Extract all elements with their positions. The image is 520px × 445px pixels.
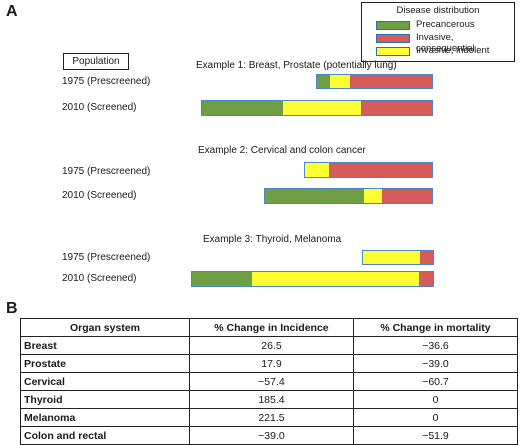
mortality-cell: 0	[352, 390, 519, 409]
table-row: Thyroid 185.4 0	[20, 390, 519, 409]
header-incidence: % Change in Incidence	[188, 318, 354, 337]
example-1-row-2010-label: 2010 (Screened)	[62, 102, 137, 113]
example-2-row-1975-label: 1975 (Prescreened)	[62, 166, 151, 177]
example-2-bar-2010	[264, 188, 433, 204]
example-1-bar-1975	[316, 74, 433, 89]
example-2-title: Example 2: Cervical and colon cancer	[198, 145, 366, 156]
mortality-cell: −60.7	[352, 372, 519, 391]
bar-segment-consequential	[381, 189, 432, 203]
incidence-cell: 185.4	[188, 390, 354, 409]
example-1-bar-2010	[201, 100, 433, 116]
example-2-bar-1975	[304, 162, 433, 178]
panel-a-letter: A	[6, 3, 18, 20]
example-2-row-2010-label: 2010 (Screened)	[62, 190, 137, 201]
incidence-cell: 17.9	[188, 354, 354, 373]
legend-swatch-indolent	[376, 47, 410, 56]
example-3-bar-1975	[362, 250, 434, 265]
table-header-row: Organ system % Change in Incidence % Cha…	[20, 318, 519, 337]
panel-b-letter: B	[6, 300, 18, 317]
bar-segment-precancerous	[265, 189, 364, 203]
bar-segment-precancerous	[317, 75, 330, 88]
legend-swatch-consequential	[376, 34, 410, 43]
table-row: Cervical −57.4 −60.7	[20, 372, 519, 391]
mortality-cell: −36.6	[352, 336, 519, 355]
bar-segment-precancerous	[192, 272, 253, 286]
incidence-cell: 26.5	[188, 336, 354, 355]
bar-segment-indolent	[329, 75, 351, 88]
bar-segment-indolent	[252, 272, 419, 286]
organ-cell: Breast	[20, 336, 190, 355]
bar-segment-consequential	[350, 75, 432, 88]
mortality-cell: −39.0	[352, 354, 519, 373]
mortality-cell: 0	[352, 408, 519, 427]
organ-cell: Cervical	[20, 372, 190, 391]
bar-segment-indolent	[305, 163, 330, 177]
bar-segment-consequential	[419, 251, 433, 264]
legend: Disease distribution Precancerous Invasi…	[361, 2, 515, 62]
table-row: Prostate 17.9 −39.0	[20, 354, 519, 373]
example-3-row-2010-label: 2010 (Screened)	[62, 273, 137, 284]
incidence-mortality-table: Organ system % Change in Incidence % Cha…	[20, 318, 519, 445]
legend-label-precancerous: Precancerous	[416, 19, 475, 30]
example-3-title: Example 3: Thyroid, Melanoma	[203, 234, 342, 245]
example-1-row-1975-label: 1975 (Prescreened)	[62, 76, 151, 87]
table-row: Breast 26.5 −36.6	[20, 336, 519, 355]
bar-segment-indolent	[363, 189, 382, 203]
header-mortality: % Change in mortality	[352, 318, 519, 337]
bar-segment-indolent	[282, 101, 361, 115]
table-row: Melanoma 221.5 0	[20, 408, 519, 427]
legend-title: Disease distribution	[396, 5, 480, 16]
organ-cell: Prostate	[20, 354, 190, 373]
incidence-cell: 221.5	[188, 408, 354, 427]
legend-swatch-precancerous	[376, 21, 410, 30]
organ-cell: Thyroid	[20, 390, 190, 409]
legend-label-indolent: Invasive, indolent	[416, 45, 490, 56]
example-1-title: Example 1: Breast, Prostate (potentially…	[196, 60, 397, 71]
bar-segment-indolent	[363, 251, 420, 264]
bar-segment-precancerous	[202, 101, 283, 115]
incidence-cell: −57.4	[188, 372, 354, 391]
bar-segment-consequential	[360, 101, 432, 115]
header-organ-system: Organ system	[20, 318, 190, 337]
population-label: Population	[63, 53, 129, 70]
bar-segment-consequential	[329, 163, 432, 177]
legend-label-consequential: Invasive, consequential	[416, 32, 475, 54]
example-3-row-1975-label: 1975 (Prescreened)	[62, 252, 151, 263]
bar-segment-consequential	[418, 272, 433, 286]
organ-cell: Melanoma	[20, 408, 190, 427]
example-3-bar-2010	[191, 271, 434, 287]
